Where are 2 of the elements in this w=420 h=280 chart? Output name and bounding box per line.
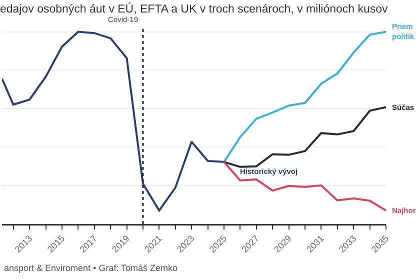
chart-title: edajov osobných áut v EÚ, EFTA a UK v troch scenároch, v miliónoch kusov xyxy=(0,2,388,16)
text: ansport & Enviroment • Graf: Tomáš Zemko xyxy=(4,263,178,273)
